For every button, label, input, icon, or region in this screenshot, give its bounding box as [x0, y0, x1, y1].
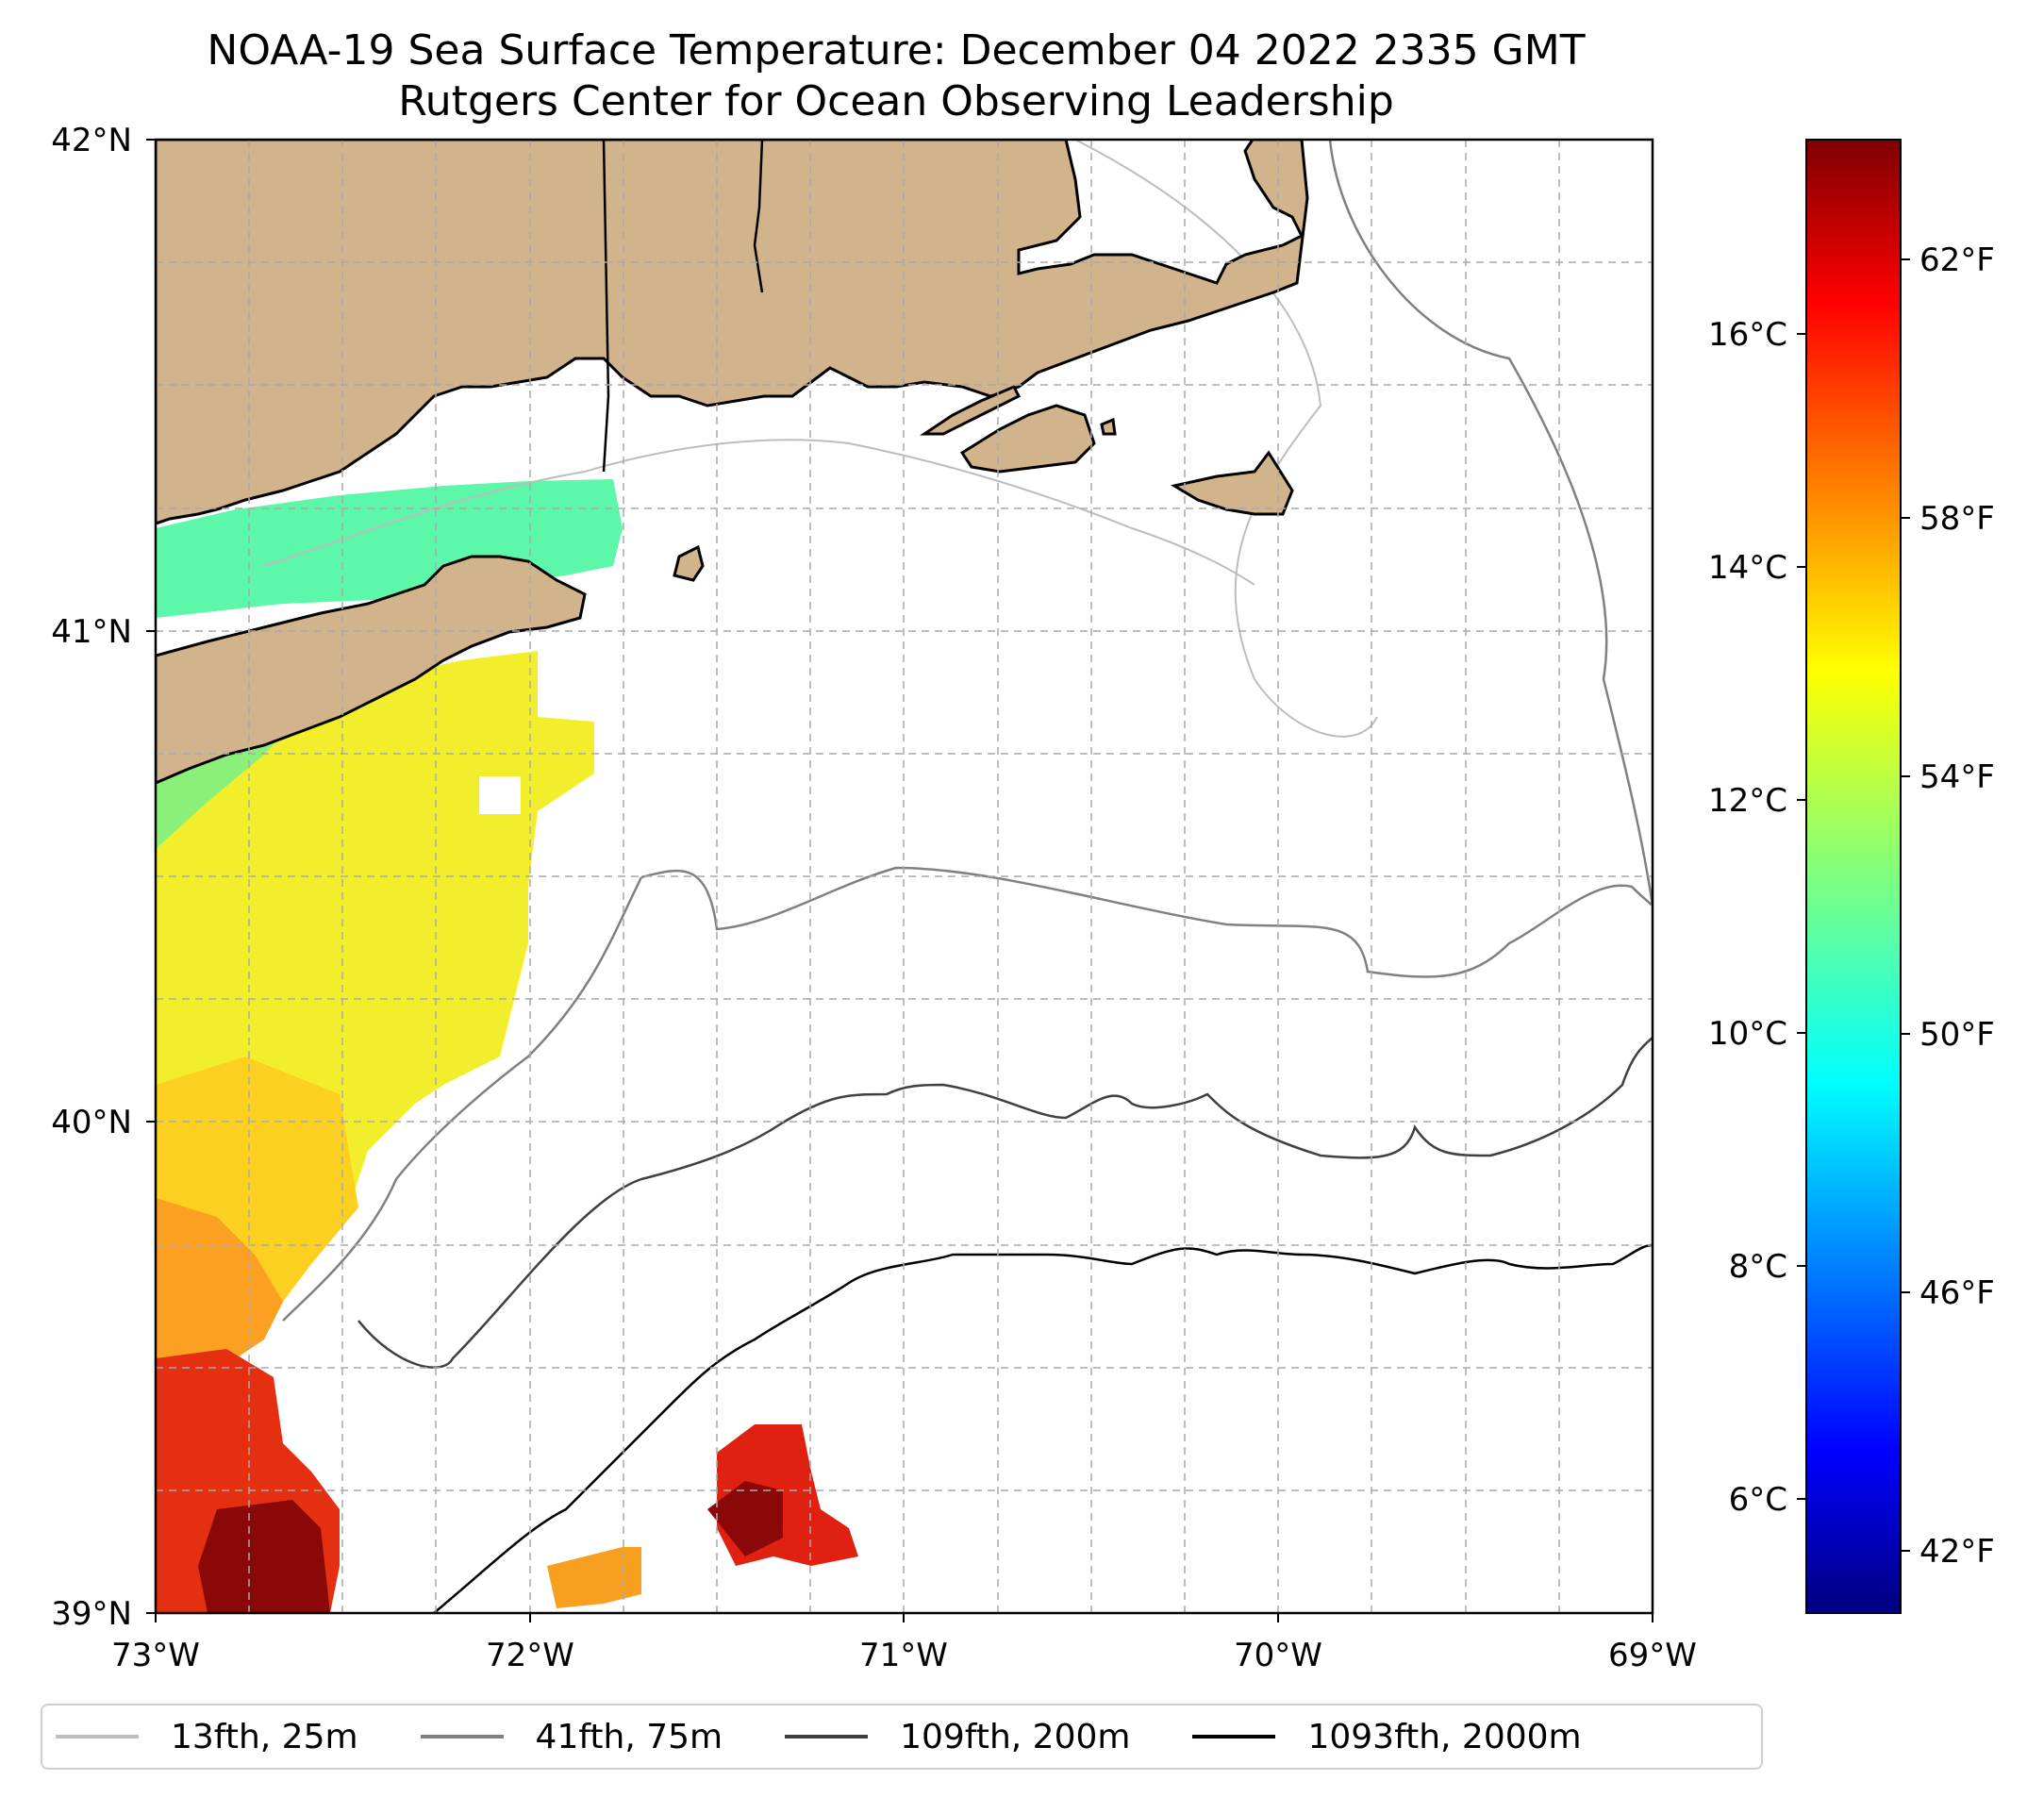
axis-ticks — [146, 139, 1653, 1622]
legend-label: 13fth, 25m — [171, 1717, 358, 1756]
legend-swatch — [785, 1735, 869, 1739]
colorbar-fahrenheit-label: 42°F — [1919, 1533, 1995, 1571]
lon-tick-label: 69°W — [1608, 1637, 1697, 1674]
lat-tick-label: 41°N — [51, 613, 132, 651]
legend-label: 1093fth, 2000m — [1307, 1717, 1582, 1756]
bathymetry-legend: 13fth, 25m 41fth, 75m 109fth, 200m 1093f… — [41, 1704, 1763, 1770]
colorbar-celsius-label: 6°C — [1729, 1481, 1787, 1519]
lat-tick-label: 40°N — [51, 1104, 132, 1141]
contour-75m-shelf — [282, 866, 1653, 1322]
colorbar-fahrenheit-label: 46°F — [1919, 1274, 1995, 1312]
legend-label: 41fth, 75m — [535, 1717, 723, 1756]
land-block-island — [673, 544, 705, 582]
gridlines — [156, 140, 1653, 1613]
colorbar-fahrenheit-label: 62°F — [1919, 241, 1995, 279]
contour-200m — [357, 1037, 1653, 1369]
legend-item-2000m: 1093fth, 2000m — [1192, 1717, 1582, 1756]
land-small-island — [1100, 417, 1117, 436]
map-title-line-1: NOAA-19 Sea Surface Temperature: Decembe… — [207, 26, 1586, 75]
legend-swatch — [56, 1735, 139, 1739]
colorbar-celsius-label: 10°C — [1708, 1015, 1787, 1053]
colorbar-fahrenheit-label: 58°F — [1919, 500, 1995, 538]
land-elizabeth-islands — [920, 385, 1022, 436]
colorbar-celsius-label: 14°C — [1708, 549, 1787, 587]
lon-tick-label: 71°W — [859, 1637, 948, 1674]
cloud-mask-square — [479, 776, 521, 814]
lat-tick-label: 39°N — [51, 1595, 132, 1633]
land-nantucket — [1171, 450, 1294, 516]
sst-patch-offshore-core — [707, 1481, 783, 1556]
colorbar — [1805, 139, 1902, 1614]
contour-2000m — [433, 1243, 1653, 1613]
legend-swatch — [1192, 1735, 1276, 1739]
legend-item-75m: 41fth, 75m — [420, 1717, 723, 1756]
lat-tick-label: 42°N — [51, 122, 132, 159]
land-layer — [156, 140, 1309, 785]
land-marthas-vineyard — [959, 404, 1096, 474]
sst-patch-offshore-small — [547, 1547, 641, 1608]
legend-item-200m: 109fth, 200m — [785, 1718, 1130, 1756]
colorbar-fahrenheit-label: 54°F — [1919, 758, 1995, 796]
colorbar-celsius-label: 16°C — [1708, 316, 1787, 354]
lon-tick-label: 72°W — [486, 1637, 574, 1674]
sst-data-layer — [156, 479, 858, 1613]
map-plot-area — [156, 140, 1653, 1613]
lon-tick-label: 70°W — [1234, 1637, 1322, 1674]
sst-patch-hottest-southwest — [198, 1500, 330, 1613]
colorbar-ticks — [1797, 258, 1910, 1552]
lon-tick-label: 73°W — [111, 1637, 200, 1674]
colorbar-celsius-label: 12°C — [1708, 782, 1787, 820]
contour-25m-shelf — [263, 439, 1255, 586]
land-long-island — [156, 555, 587, 785]
legend-swatch — [420, 1735, 504, 1739]
colorbar-celsius-label: 8°C — [1729, 1248, 1787, 1286]
map-title-line-2: Rutgers Center for Ocean Observing Leade… — [398, 77, 1394, 125]
state-borders — [602, 140, 764, 473]
sst-patch-long-island-sound — [156, 479, 623, 618]
legend-item-25m: 13fth, 25m — [56, 1718, 358, 1756]
contour-75m — [1328, 140, 1653, 907]
legend-label: 109fth, 200m — [900, 1717, 1131, 1756]
colorbar-fahrenheit-label: 50°F — [1919, 1016, 1995, 1054]
